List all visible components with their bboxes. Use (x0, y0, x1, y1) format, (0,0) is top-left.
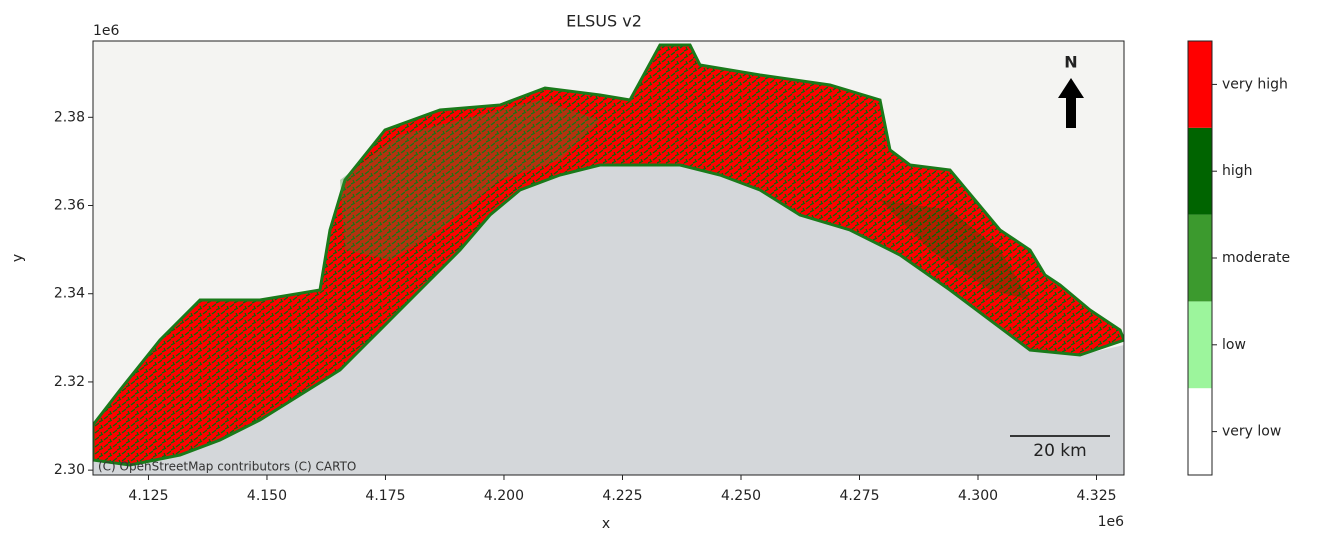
x-axis-label: x (602, 516, 610, 532)
north-arrow (1058, 78, 1084, 128)
x-tick-label: 4.150 (247, 488, 287, 504)
legend-label: low (1222, 337, 1246, 353)
y-axis-label: y (10, 254, 26, 262)
legend-label: moderate (1222, 250, 1290, 266)
legend-label: very high (1222, 76, 1288, 92)
sea (93, 165, 1124, 475)
x-tick-label: 4.300 (958, 488, 998, 504)
y-tick-label: 2.34 (54, 286, 85, 302)
x-tick-label: 4.200 (484, 488, 524, 504)
y-offset: 1e6 (93, 23, 120, 39)
map (93, 41, 1124, 475)
x-tick-label: 4.275 (839, 488, 879, 504)
x-tick-label: 4.225 (602, 488, 642, 504)
y-tick-label: 2.32 (54, 374, 85, 390)
x-tick-label: 4.250 (721, 488, 761, 504)
legend-label: very low (1222, 424, 1281, 440)
y-tick-label: 2.38 (54, 109, 85, 125)
x-offset: 1e6 (1098, 514, 1125, 530)
x-tick-label: 4.125 (128, 488, 168, 504)
colorbar-class (1188, 388, 1212, 475)
colorbar-frame (1187, 40, 1213, 476)
colorbar-class (1188, 214, 1212, 302)
colorbar-class (1188, 41, 1212, 128)
axes-frame (92, 40, 1125, 476)
susceptibility-area (93, 43, 1124, 467)
x-tick-label: 4.175 (365, 488, 405, 504)
y-tick-label: 2.36 (54, 198, 85, 214)
scale-bar-label: 20 km (1033, 441, 1086, 461)
colorbar-class (1188, 301, 1212, 389)
y-tick-label: 2.30 (54, 462, 85, 478)
attribution: (C) OpenStreetMap contributors (C) CARTO (98, 460, 356, 474)
colorbar-class (1188, 127, 1212, 215)
north-label: N (1064, 53, 1077, 72)
legend-label: high (1222, 163, 1253, 179)
green-zone (880, 200, 1030, 300)
green-zone (340, 100, 600, 260)
chart-title: ELSUS v2 (566, 12, 642, 31)
x-tick-label: 4.325 (1076, 488, 1116, 504)
